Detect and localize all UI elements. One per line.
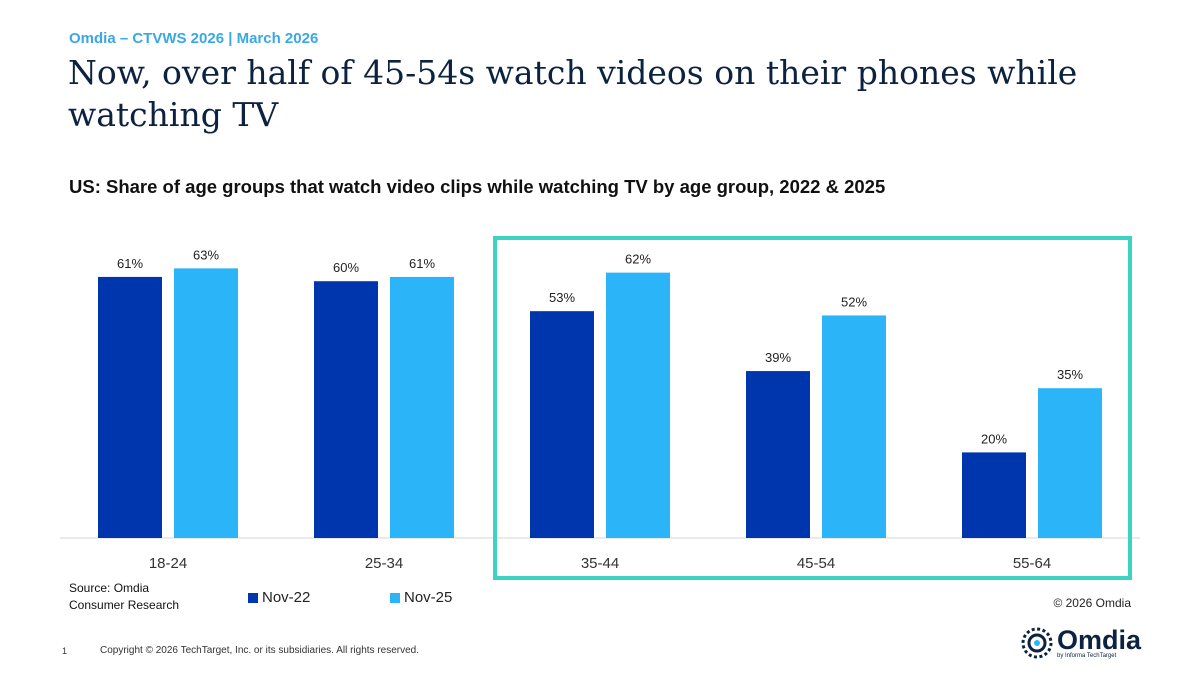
data-label: 20% <box>981 431 1007 446</box>
chart-title: US: Share of age groups that watch video… <box>69 176 886 197</box>
legend-label: Nov-25 <box>404 589 453 606</box>
x-tick-label: 45-54 <box>797 555 835 572</box>
data-label: 53% <box>549 290 575 305</box>
legend-item-nov-22: Nov-22 <box>248 589 310 606</box>
bar-35-44-Nov-22 <box>530 311 594 538</box>
x-tick-label: 18-24 <box>149 555 187 572</box>
bar-25-34-Nov-22 <box>314 281 378 538</box>
data-label: 62% <box>625 252 651 267</box>
x-tick-label: 35-44 <box>581 555 619 572</box>
source-line-2: Consumer Research <box>69 598 180 612</box>
bar-45-54-Nov-22 <box>746 371 810 538</box>
bar-18-24-Nov-25 <box>174 268 238 538</box>
logo-text: Omdia <box>1057 625 1142 655</box>
copyright: Copyright © 2026 TechTarget, Inc. or its… <box>100 645 419 656</box>
data-label: 61% <box>117 256 143 271</box>
bar-18-24-Nov-22 <box>98 276 162 538</box>
omdia-logo-icon <box>1021 627 1053 659</box>
data-label: 60% <box>333 260 359 275</box>
data-label: 61% <box>409 256 435 271</box>
legend-item-nov-25: Nov-25 <box>390 589 452 606</box>
data-label: 52% <box>841 294 867 309</box>
omdia-logo: Omdia by Informa TechTarget <box>1020 626 1141 660</box>
logo-subtext: by Informa TechTarget <box>1057 653 1117 659</box>
x-tick-label: 25-34 <box>365 555 403 572</box>
page-title: Now, over half of 45-54s watch videos on… <box>68 53 1078 134</box>
legend-swatch <box>248 592 258 603</box>
highlight-box <box>493 236 1132 580</box>
bar-25-34-Nov-25 <box>390 276 454 538</box>
bar-35-44-Nov-25 <box>606 272 670 538</box>
data-label: 39% <box>765 350 791 365</box>
bar-55-64-Nov-25 <box>1038 388 1102 538</box>
page-number: 1 <box>62 646 68 656</box>
bar-55-64-Nov-22 <box>962 452 1026 538</box>
data-label: 35% <box>1057 367 1083 382</box>
chart-copyright: © 2026 Omdia <box>1053 596 1131 610</box>
source-line-1: Source: Omdia <box>69 581 150 595</box>
kicker: Omdia – CTVWS 2026 | March 2026 <box>69 30 319 47</box>
source-note: Source: Omdia Consumer Research <box>69 580 179 614</box>
legend-label: Nov-22 <box>262 589 311 606</box>
legend-swatch <box>390 592 400 603</box>
bar-45-54-Nov-25 <box>822 315 886 538</box>
data-label: 63% <box>193 247 219 262</box>
x-tick-label: 55-64 <box>1013 555 1051 572</box>
